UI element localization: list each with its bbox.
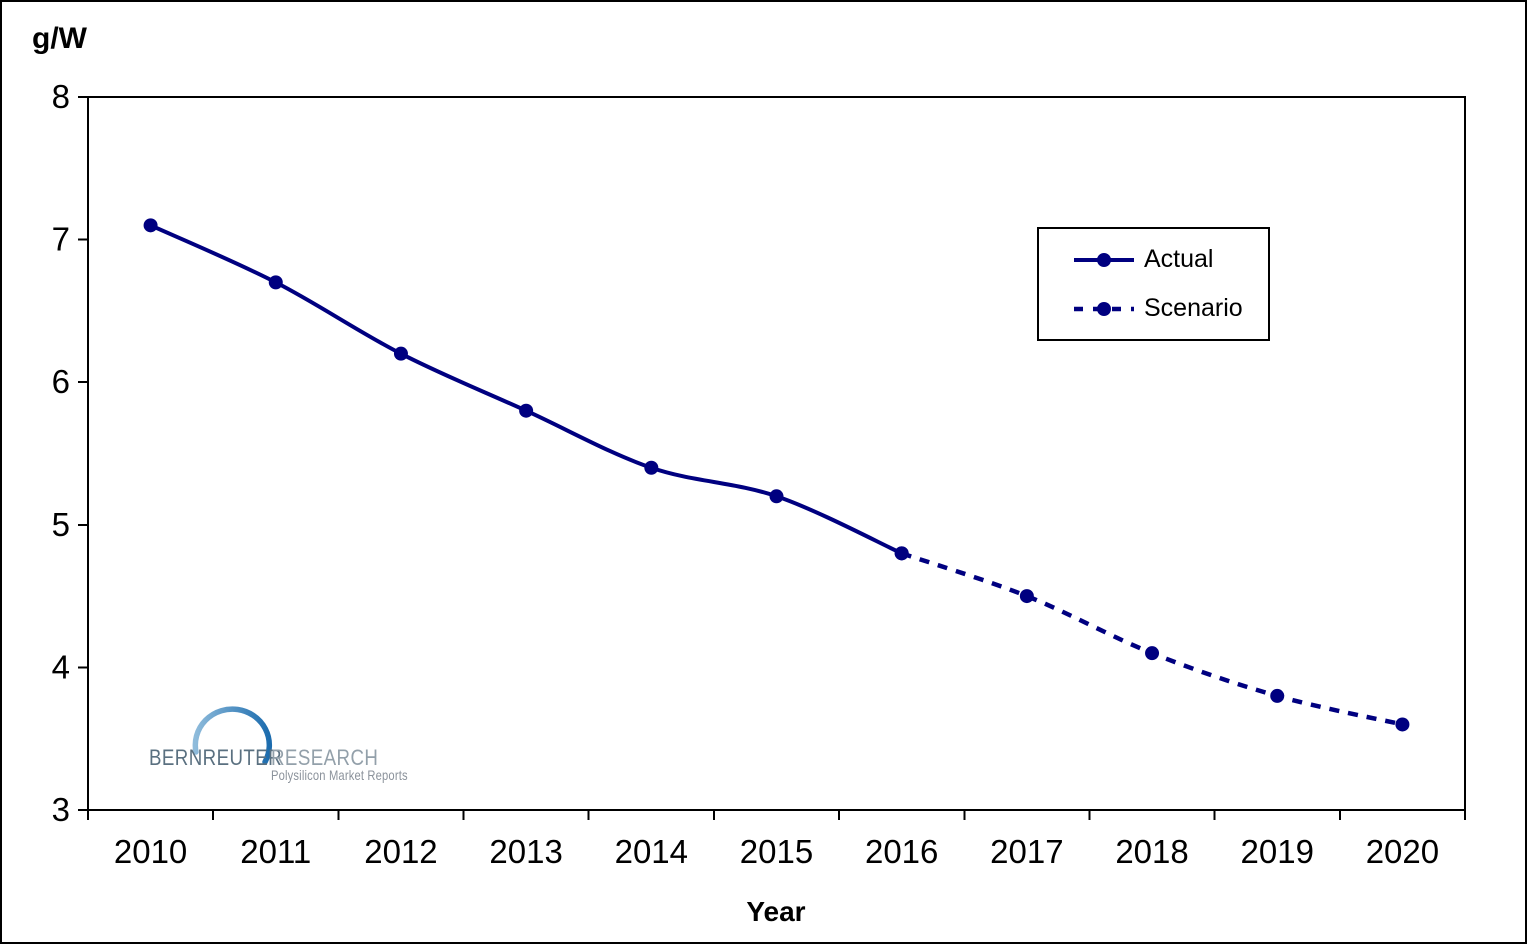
svg-text:2015: 2015 [740,833,813,870]
svg-text:6: 6 [52,363,70,400]
y-axis-unit-label: g/W [32,22,87,55]
legend-item-scenario: Scenario [1073,294,1268,323]
svg-text:2019: 2019 [1241,833,1314,870]
legend-actual-label: Actual [1144,245,1214,273]
svg-text:2013: 2013 [489,833,562,870]
svg-text:2011: 2011 [240,833,311,870]
legend-scenario-label: Scenario [1144,294,1243,322]
svg-text:2017: 2017 [990,833,1063,870]
svg-text:5: 5 [52,506,70,543]
legend-scenario-line-icon [1074,301,1134,316]
svg-text:2016: 2016 [865,833,938,870]
legend-actual-line-icon [1074,252,1134,267]
svg-text:2020: 2020 [1366,833,1439,870]
svg-text:2018: 2018 [1115,833,1188,870]
x-axis-title: Year [746,896,806,927]
svg-text:2014: 2014 [615,833,688,870]
svg-text:4: 4 [52,648,70,685]
logo-tagline: Polysilicon Market Reports [271,767,408,783]
logo-brand-right: RESEARCH [271,745,379,770]
svg-text:8: 8 [52,78,70,115]
logo-swoosh-icon [192,706,273,765]
legend-item-actual: Actual [1073,245,1268,274]
svg-text:2012: 2012 [364,833,437,870]
legend: Actual Scenario [1037,227,1270,341]
svg-text:7: 7 [52,221,70,258]
svg-text:2010: 2010 [114,833,187,870]
svg-text:3: 3 [52,791,70,828]
logo-brand-left: BERNREUTER [149,745,283,770]
